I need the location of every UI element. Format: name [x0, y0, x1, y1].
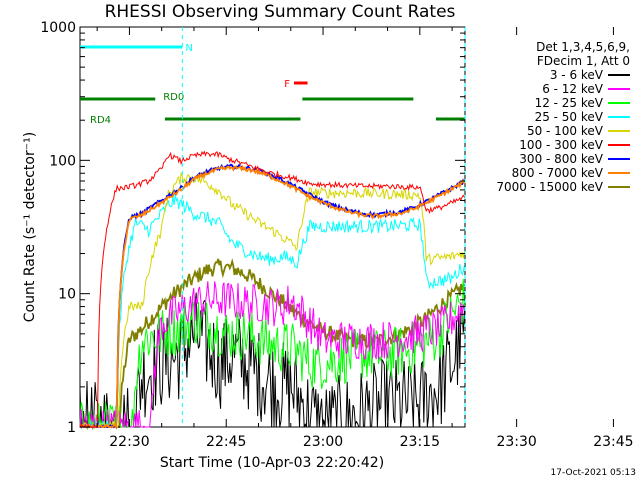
y-axis-ticks: 1 10 100 1000	[40, 20, 465, 436]
y-tick-label-1000: 1000	[40, 20, 76, 36]
x-tick-label-22-45: 22:45	[206, 434, 246, 450]
legend-label-7000-15000-kev: 7000 - 15000 keV	[496, 180, 603, 194]
x-axis-label: Start Time (10-Apr-03 22:20:42)	[160, 455, 384, 471]
attenuator-lines	[181, 27, 466, 427]
legend: Det 1,3,4,5,6,9, FDecim 1, Att 0 3 - 6 k…	[496, 40, 630, 194]
series-line-50-100-kev	[79, 171, 465, 429]
legend-label-3-6-kev: 3 - 6 keV	[550, 68, 604, 82]
status-label-n: N	[185, 43, 192, 54]
series-line-12-25-kev	[79, 278, 465, 428]
series-line-800-7000-kev	[79, 164, 466, 430]
series-line-25-50-kev	[79, 194, 465, 429]
y-tick-label-1: 1	[67, 420, 76, 436]
legend-label-100-300-kev: 100 - 300 keV	[519, 138, 603, 152]
y-tick-label-10: 10	[58, 287, 76, 303]
legend-label-25-50-kev: 25 - 50 keV	[535, 110, 604, 124]
x-tick-label-23-45: 23:45	[593, 434, 633, 450]
status-label-rd4: RD4	[90, 115, 111, 126]
status-label-rd0: RD0	[163, 92, 184, 103]
chart-title: RHESSI Observing Summary Count Rates	[105, 2, 456, 22]
legend-label-50-100-kev: 50 - 100 keV	[527, 124, 604, 138]
y-tick-label-100: 100	[49, 153, 76, 169]
timestamp: 17-Oct-2021 05:13	[551, 468, 636, 478]
legend-label-12-25-kev: 12 - 25 keV	[535, 96, 604, 110]
legend-label-300-800-kev: 300 - 800 keV	[519, 152, 603, 166]
series-lines	[79, 150, 466, 431]
legend-title-line-2: FDecim 1, Att 0	[537, 54, 630, 68]
series-line-3-6-kev	[79, 292, 465, 428]
x-tick-label-23-00: 23:00	[303, 434, 343, 450]
status-label-f: F	[284, 79, 290, 90]
series-line-6-12-kev	[79, 281, 465, 428]
plot-area: N F RD0 RD4	[79, 26, 466, 431]
x-tick-label-22-30: 22:30	[109, 434, 149, 450]
legend-title-line-1: Det 1,3,4,5,6,9,	[536, 40, 630, 54]
x-tick-label-23-30: 23:30	[496, 434, 536, 450]
y-axis-label: Count Rate (s⁻¹ detector⁻¹)	[22, 132, 38, 322]
series-line-100-300-kev	[79, 150, 465, 428]
status-bars: N F RD0 RD4	[80, 43, 465, 126]
legend-label-800-7000-kev: 800 - 7000 keV	[512, 166, 604, 180]
x-tick-label-23-15: 23:15	[400, 434, 440, 450]
legend-label-6-12-kev: 6 - 12 keV	[542, 82, 604, 96]
